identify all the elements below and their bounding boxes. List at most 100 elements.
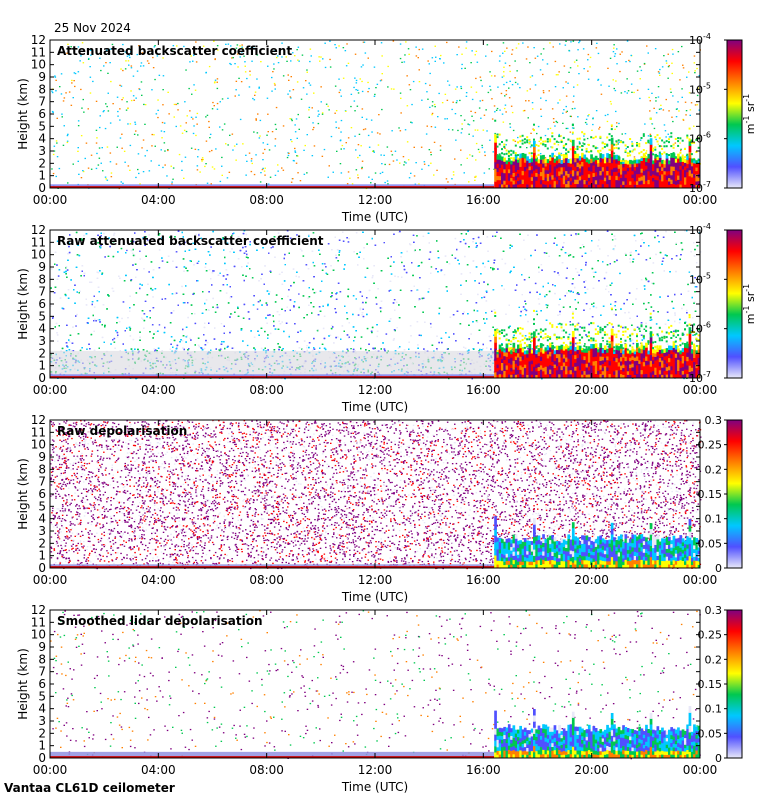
colorbar-tick-label: 0.1 <box>705 703 723 716</box>
x-tick-label: 12:00 <box>358 383 393 397</box>
y-tick-label: 6 <box>38 487 46 501</box>
x-tick-label: 20:00 <box>574 573 609 587</box>
y-tick-label: 7 <box>38 95 46 109</box>
y-tick-label: 12 <box>31 33 46 47</box>
y-tick-label: 1 <box>38 739 46 753</box>
y-tick-label: 0 <box>38 561 46 575</box>
x-axis-label: Time (UTC) <box>341 780 408 794</box>
x-tick-label: 04:00 <box>141 573 176 587</box>
y-tick-label: 7 <box>38 285 46 299</box>
y-tick-label: 1 <box>38 549 46 563</box>
colorbar: 0 0.05 0.1 0.15 0.2 0.25 0.3 <box>698 604 743 765</box>
panel-title: Raw attenuated backscatter coefficient <box>57 234 324 248</box>
y-tick-label: 12 <box>31 223 46 237</box>
x-tick-label: 12:00 <box>358 573 393 587</box>
x-tick-label: 16:00 <box>466 763 501 777</box>
heatmap-field <box>50 610 701 760</box>
heatmap-field <box>50 40 701 190</box>
y-tick-label: 7 <box>38 475 46 489</box>
x-tick-label: 00:00 <box>683 383 718 397</box>
y-tick-label: 3 <box>38 714 46 728</box>
y-tick-label: 9 <box>38 640 46 654</box>
x-tick-label: 04:00 <box>141 763 176 777</box>
y-tick-label: 4 <box>38 702 46 716</box>
colorbar-tick-label: 10-7 <box>689 370 711 385</box>
colorbar-ramp <box>726 609 743 759</box>
colorbar-tick-label: 10-6 <box>689 321 711 336</box>
y-tick-label: 2 <box>38 156 46 170</box>
colorbar: 10-7 10-6 10-5 10-4 m-1 sr-1 <box>689 32 757 195</box>
y-tick-label: 4 <box>38 512 46 526</box>
x-axis-label: Time (UTC) <box>341 590 408 604</box>
colorbar-unit: m-1 sr-1 <box>742 94 757 134</box>
y-tick-label: 12 <box>31 413 46 427</box>
x-tick-label: 08:00 <box>249 383 284 397</box>
x-tick-label: 16:00 <box>466 573 501 587</box>
colorbar-tick-label: 0.3 <box>705 414 723 427</box>
y-tick-label: 0 <box>38 371 46 385</box>
x-tick-label: 00:00 <box>683 763 718 777</box>
station-label: Vantaa CL61D ceilometer <box>4 781 175 795</box>
colorbar-ramp <box>726 419 743 569</box>
y-tick-label: 11 <box>31 235 46 249</box>
colorbar-tick-label: 10-5 <box>689 271 711 286</box>
x-tick-label: 00:00 <box>33 763 68 777</box>
panel-title: Attenuated backscatter coefficient <box>57 44 292 58</box>
y-tick-label: 2 <box>38 726 46 740</box>
y-tick-label: 1 <box>38 169 46 183</box>
y-tick-label: 3 <box>38 144 46 158</box>
y-tick-label: 0 <box>38 181 46 195</box>
colorbar-tick-label: 10-7 <box>689 180 711 195</box>
y-tick-label: 8 <box>38 462 46 476</box>
colorbar-ramp <box>726 229 743 379</box>
x-tick-label: 20:00 <box>574 763 609 777</box>
y-tick-label: 9 <box>38 260 46 274</box>
y-tick-label: 2 <box>38 346 46 360</box>
x-tick-label: 00:00 <box>683 193 718 207</box>
colorbar-tick-label: 0.2 <box>705 653 723 666</box>
colorbar-tick-label: 0.25 <box>698 629 723 642</box>
y-tick-label: 3 <box>38 334 46 348</box>
y-tick-label: 6 <box>38 297 46 311</box>
x-tick-label: 08:00 <box>249 193 284 207</box>
x-tick-label: 08:00 <box>249 763 284 777</box>
x-tick-label: 00:00 <box>33 193 68 207</box>
panel-title: Smoothed lidar depolarisation <box>57 614 263 628</box>
x-tick-label: 16:00 <box>466 383 501 397</box>
y-tick-label: 5 <box>38 119 46 133</box>
colorbar-tick-label: 0 <box>715 752 722 765</box>
y-axis-label: Height (km) <box>16 458 30 529</box>
colorbar-tick-label: 0 <box>715 562 722 575</box>
x-tick-label: 04:00 <box>141 383 176 397</box>
y-tick-label: 9 <box>38 70 46 84</box>
colorbar-tick-label: 10-4 <box>689 222 711 237</box>
y-tick-label: 9 <box>38 450 46 464</box>
x-axis-label: Time (UTC) <box>341 210 408 224</box>
y-tick-label: 11 <box>31 425 46 439</box>
date-label: 25 Nov 2024 <box>54 21 131 35</box>
colorbar-tick-label: 10-4 <box>689 32 711 47</box>
y-axis-label: Height (km) <box>16 648 30 719</box>
y-tick-label: 10 <box>31 58 46 72</box>
y-tick-label: 10 <box>31 438 46 452</box>
colorbar-tick-label: 0.1 <box>705 513 723 526</box>
y-tick-label: 8 <box>38 652 46 666</box>
colorbar-tick-label: 10-5 <box>689 81 711 96</box>
x-tick-label: 00:00 <box>33 383 68 397</box>
y-tick-label: 7 <box>38 665 46 679</box>
y-tick-label: 2 <box>38 536 46 550</box>
colorbar-tick-label: 0.3 <box>705 604 723 617</box>
y-tick-label: 12 <box>31 603 46 617</box>
y-tick-label: 0 <box>38 751 46 765</box>
y-tick-label: 5 <box>38 689 46 703</box>
x-tick-label: 04:00 <box>141 193 176 207</box>
y-tick-label: 8 <box>38 82 46 96</box>
y-tick-label: 10 <box>31 628 46 642</box>
colorbar: 10-7 10-6 10-5 10-4 m-1 sr-1 <box>689 222 757 385</box>
y-tick-label: 5 <box>38 309 46 323</box>
colorbar-tick-label: 10-6 <box>689 131 711 146</box>
y-tick-label: 8 <box>38 272 46 286</box>
